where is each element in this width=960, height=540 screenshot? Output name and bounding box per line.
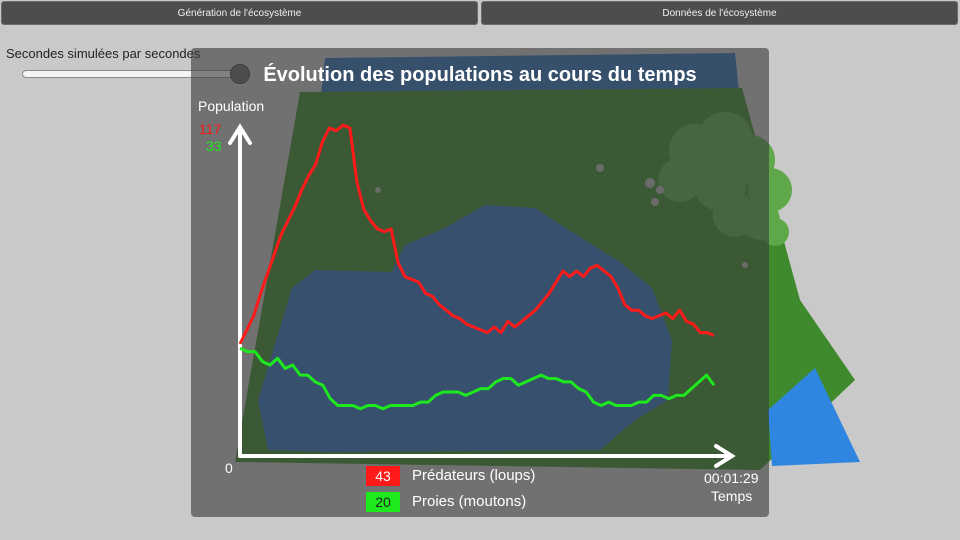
y-axis-label: Population (198, 98, 265, 114)
legend-prey-label: Proies (moutons) (412, 493, 527, 510)
legend-predators-count: 43 (366, 466, 400, 486)
y-max-prey-label: 33 (206, 138, 222, 154)
y-max-predators-label: 117 (199, 121, 222, 137)
predators-series-line (238, 123, 715, 345)
x-axis (238, 444, 736, 468)
speed-label: Secondes simulées par secondes (6, 46, 201, 61)
population-chart-panel: Évolution des populations au cours du te… (191, 48, 769, 517)
prey-series-line (239, 346, 716, 411)
scene-water-right (768, 368, 860, 466)
chart-title: Évolution des populations au cours du te… (263, 64, 697, 86)
x-axis-start-label: 0 (225, 460, 233, 476)
top-tab-bar: Génération de l'écosystème Données de l'… (0, 0, 960, 27)
x-axis-label: Temps (711, 488, 753, 504)
legend-prey-count: 20 (366, 492, 400, 512)
tab-ecosystem-generation[interactable]: Génération de l'écosystème (1, 1, 478, 25)
x-axis-end-time-label: 00:01:29 (704, 470, 759, 486)
y-axis (228, 123, 252, 458)
tab-ecosystem-data[interactable]: Données de l'écosystème (481, 1, 958, 25)
legend-predators-label: Prédateurs (loups) (412, 467, 536, 484)
